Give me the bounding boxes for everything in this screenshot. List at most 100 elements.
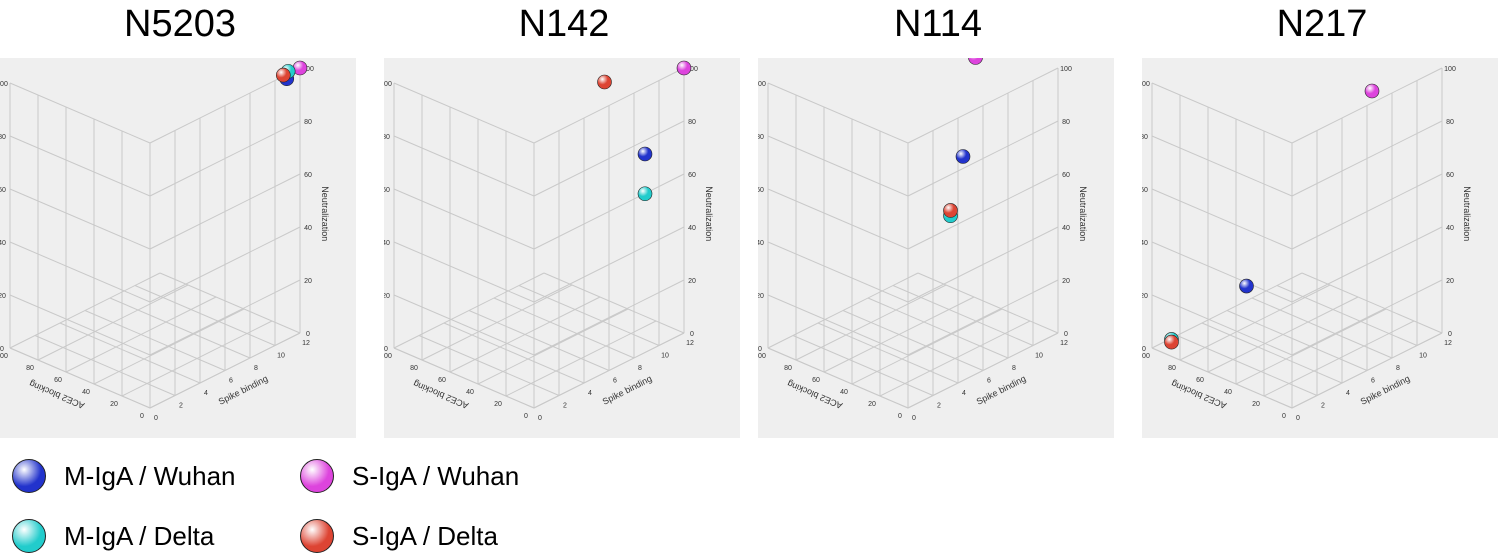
grid: [1151, 67, 1443, 409]
tick-label-ace2-blocking: 80: [1168, 365, 1176, 372]
grid-line: [149, 173, 301, 250]
grid-line: [907, 332, 1059, 409]
tick-label-spike-binding: 4: [204, 390, 208, 397]
grid-line: [393, 135, 535, 197]
tick-label-neutralization: 40: [758, 240, 764, 247]
data-point-s-iga-wuhan[interactable]: [1364, 83, 1380, 99]
grid-line: [1263, 320, 1415, 397]
data-point-m-iga-wuhan[interactable]: [1239, 278, 1254, 294]
tick-label-spike-binding: 2: [1321, 403, 1325, 410]
grid-line: [9, 188, 151, 250]
grid-line: [851, 308, 1003, 385]
tick-label-ace2-blocking: 80: [410, 365, 418, 372]
tick-label-neutralization: 60: [758, 187, 764, 194]
tick-label-ace2-blocking: 100: [0, 353, 8, 360]
grid-line: [917, 272, 1059, 334]
tick-label-ace2-blocking: 60: [812, 377, 820, 384]
tick-label-spike-binding: 4: [962, 390, 966, 397]
grid-line: [1201, 322, 1343, 384]
data-points: [597, 60, 692, 202]
legend-item-m-iga-delta[interactable]: M-IgA / Delta: [12, 516, 214, 556]
tick-label-ace2-blocking: 40: [840, 389, 848, 396]
data-point-s-iga-wuhan[interactable]: [676, 60, 692, 76]
data-point-m-iga-delta[interactable]: [637, 186, 653, 202]
legend-item-s-iga-wuhan[interactable]: S-IgA / Wuhan: [300, 456, 519, 496]
grid-line: [767, 272, 919, 349]
tick-label-neutralization: 0: [306, 331, 310, 338]
grid-line: [1235, 308, 1387, 385]
tick-label-neutralization: 60: [1446, 172, 1454, 179]
grid-line: [149, 226, 301, 303]
grid-line: [9, 82, 151, 144]
grid-line: [1179, 284, 1331, 361]
data-point-s-iga-wuhan[interactable]: [968, 58, 983, 65]
grid-line: [767, 188, 909, 250]
tick-label-neutralization: 0: [690, 331, 694, 338]
grid-line: [468, 310, 610, 371]
tick-label-neutralization: 80: [1446, 119, 1454, 126]
tick-label-ace2-blocking: 100: [384, 353, 392, 360]
chart-panel-1: N5203 0 2 4 6 8 10 12 Spike binding 0 20 40 60 80 100…: [0, 0, 360, 552]
grid-line: [1291, 120, 1443, 197]
grid-line: [393, 347, 535, 409]
grid-line: [1151, 82, 1293, 144]
grid-line: [149, 279, 301, 356]
tick-label-neutralization: 0: [384, 346, 388, 353]
panel-title: N5203: [124, 3, 236, 45]
legend-item-m-iga-wuhan[interactable]: M-IgA / Wuhan: [12, 456, 236, 496]
grid-line: [1291, 332, 1443, 409]
tick-label-spike-binding: 10: [1035, 353, 1043, 360]
grid-line: [9, 347, 151, 409]
tick-label-neutralization: 20: [1142, 293, 1148, 300]
tick-label-spike-binding: 2: [179, 403, 183, 410]
panel-title: N114: [893, 3, 983, 45]
tick-label-neutralization: 80: [0, 134, 6, 141]
axis-label-spike-binding: Spike binding: [975, 373, 1028, 406]
data-point-s-iga-delta[interactable]: [275, 67, 291, 83]
tick-label-ace2-blocking: 100: [758, 353, 766, 360]
data-point-m-iga-wuhan[interactable]: [955, 149, 971, 164]
tick-label-spike-binding: 8: [1012, 365, 1016, 372]
grid-line: [1151, 347, 1293, 409]
tick-label-neutralization: 20: [758, 293, 764, 300]
grid-line: [1151, 135, 1293, 197]
grid-line: [842, 310, 984, 371]
tick-label-neutralization: 60: [1142, 187, 1148, 194]
grid-line: [37, 284, 189, 361]
tick-label-spike-binding: 6: [1371, 378, 1375, 385]
tick-label-spike-binding: 0: [538, 415, 542, 422]
grid-line: [393, 188, 535, 250]
grid-line: [109, 297, 251, 359]
data-point-s-iga-delta[interactable]: [1164, 334, 1179, 350]
data-point-s-iga-delta[interactable]: [597, 74, 612, 90]
tick-label-neutralization: 40: [384, 240, 390, 247]
tick-label-neutralization: 60: [304, 172, 312, 179]
grid-line: [1291, 173, 1443, 250]
tick-label-ace2-blocking: 0: [898, 413, 902, 420]
tick-label-ace2-blocking: 0: [524, 413, 528, 420]
tick-label-spike-binding: 0: [912, 415, 916, 422]
tick-label-spike-binding: 6: [229, 378, 233, 385]
tick-label-neutralization: 40: [1446, 225, 1454, 232]
legend-label: M-IgA / Wuhan: [64, 460, 236, 491]
tick-label-neutralization: 80: [688, 119, 696, 126]
tick-label-spike-binding: 6: [987, 378, 991, 385]
tick-label-spike-binding: 10: [277, 353, 285, 360]
tick-label-spike-binding: 2: [563, 403, 567, 410]
data-point-s-iga-delta[interactable]: [943, 203, 958, 218]
tick-label-spike-binding: 12: [1444, 340, 1452, 347]
data-point-m-iga-wuhan[interactable]: [637, 146, 653, 162]
legend-item-s-iga-delta[interactable]: S-IgA / Delta: [300, 516, 498, 556]
grid-line: [393, 82, 535, 144]
grid-line: [767, 241, 909, 303]
tick-label-neutralization: 100: [1060, 66, 1072, 73]
grid-line: [493, 297, 635, 359]
